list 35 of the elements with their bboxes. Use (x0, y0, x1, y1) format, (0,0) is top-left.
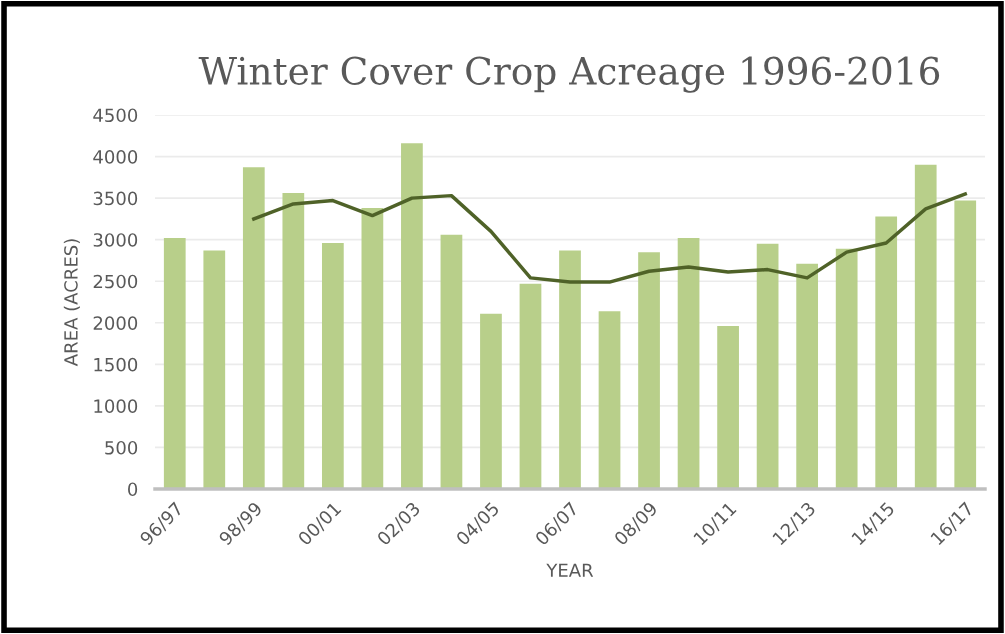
bar (401, 143, 423, 489)
bar (954, 200, 977, 489)
bar (480, 313, 502, 489)
chart-title: Winter Cover Crop Acreage 1996-2016 (198, 56, 940, 93)
bar (875, 216, 898, 489)
y-tick-label: 1000 (94, 399, 138, 414)
y-tick-label: 2000 (93, 316, 138, 330)
bar (835, 248, 858, 489)
bar (321, 242, 344, 489)
y-tick-label: 3500 (93, 191, 138, 206)
bar (598, 311, 621, 489)
y-tick-label: 0 (128, 482, 138, 497)
y-tick-label: 500 (105, 440, 138, 455)
y-tick-label: 2500 (93, 274, 138, 289)
bar (756, 243, 779, 489)
bar (440, 234, 463, 489)
bar (638, 252, 660, 489)
bar (361, 208, 384, 489)
bar (914, 164, 937, 489)
bar (242, 167, 265, 489)
y-tick-label: 4000 (93, 150, 138, 164)
bar (677, 238, 700, 489)
bar (163, 238, 186, 489)
x-axis-title: YEAR (546, 563, 594, 577)
line-series (252, 192, 967, 284)
y-tick-label: 4500 (93, 108, 138, 123)
bar (717, 326, 739, 489)
y-axis-title: AREA (ACRES) (63, 239, 80, 367)
y-tick-label: 3000 (93, 233, 138, 247)
bar (203, 250, 226, 489)
bar (282, 193, 305, 489)
bar (796, 263, 819, 489)
y-tick-label: 1500 (94, 357, 138, 372)
bar (559, 250, 581, 489)
bar (519, 283, 542, 489)
